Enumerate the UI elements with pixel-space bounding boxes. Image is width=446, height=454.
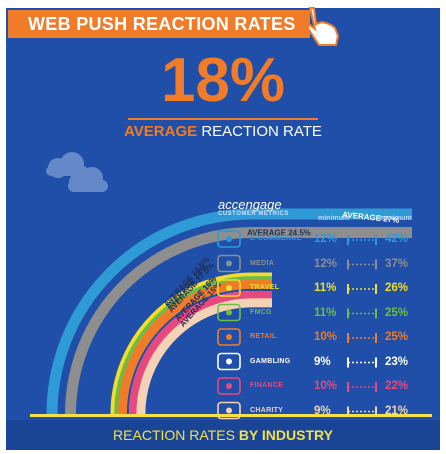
brand-logo: accengage bbox=[218, 197, 282, 212]
minimum-value: 12% bbox=[314, 257, 338, 270]
minimum-header: minimum bbox=[318, 215, 350, 222]
maximum-value: 37% bbox=[385, 257, 409, 270]
footer-label-bold: BY INDUSTRY bbox=[238, 427, 333, 443]
average-label-rest: REACTION RATE bbox=[201, 123, 322, 140]
footer-band bbox=[6, 420, 440, 450]
minimum-value: 9% bbox=[314, 355, 331, 368]
maximum-value: 22% bbox=[385, 380, 409, 392]
arc-4 bbox=[117, 279, 272, 415]
industry-name: GAMBLING bbox=[250, 357, 291, 365]
arc-0 bbox=[46, 208, 412, 415]
average-label-bold: AVERAGE bbox=[124, 123, 198, 140]
average-label: AVERAGE REACTION RATE bbox=[0, 123, 446, 140]
industry-name: MEDIA bbox=[250, 259, 275, 267]
title-banner: WEB PUSH REACTION RATES bbox=[8, 10, 310, 38]
cloud-icon bbox=[46, 152, 108, 192]
footer-label-start: REACTION RATES bbox=[113, 427, 235, 443]
average-value: 18% bbox=[160, 46, 286, 115]
industry-name: CHARITY bbox=[250, 406, 284, 414]
arc-6 bbox=[128, 290, 272, 415]
industry-name: TRAVEL bbox=[250, 284, 280, 291]
maximum-value: 23% bbox=[385, 355, 409, 368]
page-title: WEB PUSH REACTION RATES bbox=[28, 14, 296, 34]
minimum-value: 11% bbox=[314, 306, 337, 319]
plane-icon bbox=[217, 279, 241, 297]
maximum-header: maximum bbox=[379, 215, 412, 222]
footer-label: REACTION RATES BY INDUSTRY bbox=[0, 427, 446, 443]
piggybank-icon bbox=[217, 377, 241, 395]
industry-name: RETAIL bbox=[250, 333, 277, 340]
minimum-value: 10% bbox=[314, 331, 338, 343]
maximum-value: 25% bbox=[385, 331, 409, 343]
arc-1 bbox=[65, 227, 412, 415]
divider bbox=[128, 118, 318, 120]
industry-name: FMCG bbox=[250, 308, 272, 316]
minimum-value: 11% bbox=[314, 282, 337, 294]
minimum-value: 12% bbox=[314, 233, 338, 245]
arc-label-1: AVERAGE 24.5% bbox=[247, 229, 311, 238]
maximum-value: 25% bbox=[385, 306, 409, 319]
industry-name: E-COMMERCE bbox=[250, 235, 302, 242]
minimum-value: 10% bbox=[314, 380, 338, 392]
monitor-icon bbox=[217, 254, 241, 273]
maximum-value: 26% bbox=[385, 282, 409, 294]
maximum-value: 21% bbox=[385, 404, 409, 417]
maximum-value: 42% bbox=[385, 233, 409, 245]
minimum-value: 9% bbox=[314, 404, 331, 417]
product-icon bbox=[217, 303, 241, 322]
cart-icon bbox=[217, 230, 241, 248]
industry-rows bbox=[217, 230, 377, 420]
hand-pointer-icon bbox=[305, 7, 340, 46]
brand-tagline: CUSTOMER METRICS bbox=[218, 211, 289, 217]
bag-icon bbox=[217, 328, 241, 346]
handshake-icon bbox=[217, 401, 241, 420]
baseline bbox=[30, 414, 432, 417]
industry-name: FINANCE bbox=[250, 382, 284, 389]
dice-icon bbox=[217, 352, 241, 371]
